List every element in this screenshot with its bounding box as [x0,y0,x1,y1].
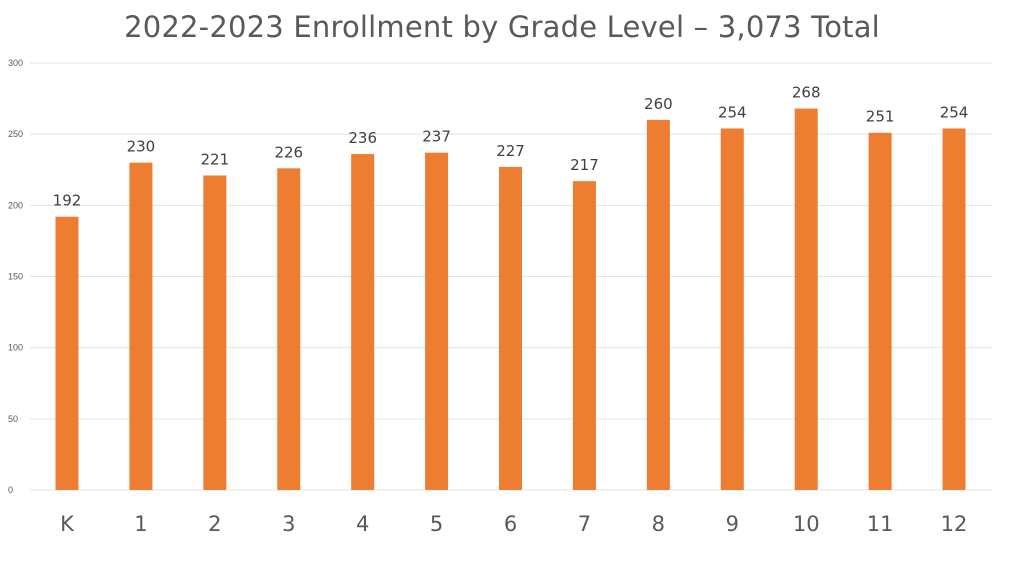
data-label-grade-5: 237 [422,128,451,146]
y-tick-label-300: 300 [8,58,23,68]
bar-grade-9 [720,128,744,490]
y-tick-label-0: 0 [8,485,13,495]
x-axis-tick-labels: K 1 2 3 4 5 6 7 8 9 10 11 12 [60,512,967,536]
bar-grade-12 [942,128,966,490]
bar-grade-6 [499,166,523,491]
x-tick-label-9: 9 [726,512,739,536]
x-tick-label-12: 12 [941,512,968,536]
y-axis-tick-labels: 0 50 100 150 200 250 300 [8,58,23,495]
bar-grade-5 [425,152,449,491]
x-tick-label-6: 6 [504,512,517,536]
data-label-grade-4: 236 [348,129,377,147]
x-tick-label-5: 5 [430,512,443,536]
bar-grade-11 [868,132,892,490]
x-tick-label-2: 2 [208,512,221,536]
data-label-grade-11: 251 [866,108,895,126]
bar-grade-1 [129,162,153,490]
data-label-grade-8: 260 [644,95,673,113]
x-tick-label-4: 4 [356,512,369,536]
bar-grade-3 [277,168,301,490]
x-tick-label-10: 10 [793,512,820,536]
y-tick-label-250: 250 [8,129,23,139]
y-tick-label-50: 50 [8,414,18,424]
data-label-grade-2: 221 [201,150,230,168]
data-label-grade-9: 254 [718,103,747,121]
data-label-grade-7: 217 [570,156,599,174]
data-label-grade-3: 226 [274,143,303,161]
bar-grade-K [55,216,79,490]
x-tick-label-7: 7 [578,512,591,536]
data-label-grade-1: 230 [127,138,156,156]
chart-title: 2022-2023 Enrollment by Grade Level – 3,… [124,10,880,44]
y-tick-label-100: 100 [8,343,23,353]
y-tick-label-150: 150 [8,272,23,282]
bar-grade-7 [572,181,596,491]
x-tick-label-3: 3 [282,512,295,536]
data-label-grade-12: 254 [940,103,969,121]
bars [55,108,966,491]
x-tick-label-8: 8 [652,512,665,536]
bar-grade-4 [351,154,375,491]
y-tick-label-200: 200 [8,200,23,210]
x-tick-label-1: 1 [134,512,147,536]
data-label-grade-10: 268 [792,84,821,102]
data-labels: 192 230 221 226 236 237 227 217 260 254 268 251 254 [53,84,969,210]
x-tick-label-11: 11 [867,512,894,536]
bar-grade-2 [203,175,227,490]
data-label-grade-K: 192 [53,192,82,210]
bar-grade-10 [794,108,818,491]
bar-grade-8 [646,119,670,490]
x-tick-label-K: K [60,512,75,536]
data-label-grade-6: 227 [496,142,525,160]
